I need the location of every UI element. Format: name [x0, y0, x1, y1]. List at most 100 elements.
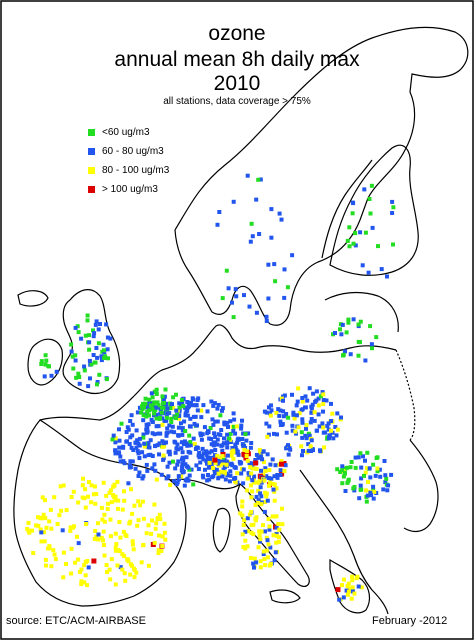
station-marker — [346, 479, 351, 484]
station-marker — [86, 384, 91, 389]
station-marker — [321, 392, 326, 397]
station-marker — [249, 441, 254, 445]
station-marker — [165, 406, 170, 411]
station-marker — [228, 473, 233, 478]
station-marker — [199, 437, 204, 442]
station-marker — [48, 507, 53, 512]
station-marker — [111, 493, 115, 498]
station-marker — [375, 466, 380, 471]
station-marker — [46, 364, 51, 369]
station-marker — [161, 453, 166, 458]
station-marker — [174, 446, 179, 451]
station-marker — [254, 560, 259, 565]
station-marker — [309, 406, 314, 411]
station-marker — [231, 456, 236, 461]
station-marker — [180, 428, 185, 433]
station-marker — [212, 470, 217, 475]
station-marker — [259, 468, 263, 473]
station-marker — [266, 476, 271, 480]
station-marker — [43, 516, 48, 521]
station-marker — [43, 353, 48, 358]
station-marker — [258, 485, 263, 490]
station-marker — [204, 458, 209, 463]
station-marker — [52, 552, 57, 557]
station-marker — [275, 432, 279, 437]
station-marker — [76, 500, 81, 505]
station-marker — [99, 358, 104, 363]
station-marker — [211, 422, 216, 427]
station-marker — [95, 380, 100, 384]
station-marker — [216, 432, 221, 437]
station-marker — [263, 466, 268, 471]
station-marker — [82, 368, 87, 373]
station-marker — [245, 173, 250, 178]
station-marker — [319, 394, 323, 399]
station-marker — [279, 461, 284, 467]
station-marker — [229, 453, 234, 458]
station-marker — [43, 498, 47, 503]
station-marker — [124, 430, 129, 434]
station-marker — [96, 341, 101, 346]
station-marker — [263, 563, 268, 568]
station-marker — [133, 466, 138, 471]
station-marker — [264, 319, 269, 323]
station-marker — [273, 463, 278, 468]
station-marker — [160, 416, 165, 421]
station-marker — [155, 400, 160, 405]
station-marker — [316, 403, 321, 408]
station-marker — [102, 348, 106, 353]
station-marker — [142, 441, 147, 446]
station-marker — [284, 446, 289, 451]
station-marker — [235, 449, 240, 454]
station-marker — [129, 487, 133, 492]
station-marker — [354, 576, 359, 581]
station-marker — [116, 450, 121, 455]
station-marker — [69, 546, 74, 551]
station-marker — [349, 460, 354, 464]
station-marker — [34, 523, 39, 528]
station-marker — [363, 358, 368, 363]
station-marker — [153, 408, 158, 413]
station-marker — [148, 438, 153, 443]
station-marker — [54, 369, 59, 374]
station-marker — [42, 530, 47, 535]
station-marker — [276, 539, 281, 544]
station-marker — [74, 375, 79, 380]
station-marker — [38, 515, 43, 520]
station-marker — [147, 445, 152, 450]
station-marker — [265, 452, 270, 457]
station-marker — [256, 488, 261, 493]
station-marker — [379, 267, 384, 272]
station-marker — [248, 483, 253, 488]
station-marker — [270, 457, 275, 462]
station-marker — [264, 548, 269, 553]
station-marker — [152, 462, 157, 467]
station-marker — [136, 474, 141, 478]
station-marker — [258, 177, 263, 182]
station-marker — [341, 595, 346, 600]
station-marker — [93, 501, 98, 506]
station-marker — [220, 296, 225, 301]
station-marker — [236, 452, 241, 457]
station-marker — [238, 511, 243, 516]
station-marker — [177, 401, 182, 406]
station-marker — [267, 468, 272, 472]
station-marker — [389, 472, 394, 477]
station-marker — [122, 571, 127, 576]
station-marker — [219, 460, 224, 464]
station-marker — [303, 405, 308, 410]
station-marker — [364, 488, 368, 493]
station-marker — [371, 462, 376, 467]
station-marker — [243, 529, 248, 534]
station-marker — [30, 528, 35, 533]
station-marker — [300, 453, 304, 458]
station-marker — [153, 526, 158, 531]
station-marker — [172, 430, 177, 435]
station-marker — [316, 396, 321, 401]
station-marker — [256, 545, 261, 550]
station-marker — [303, 433, 308, 438]
station-marker — [136, 499, 141, 504]
station-marker — [152, 400, 157, 405]
station-marker — [137, 436, 142, 441]
